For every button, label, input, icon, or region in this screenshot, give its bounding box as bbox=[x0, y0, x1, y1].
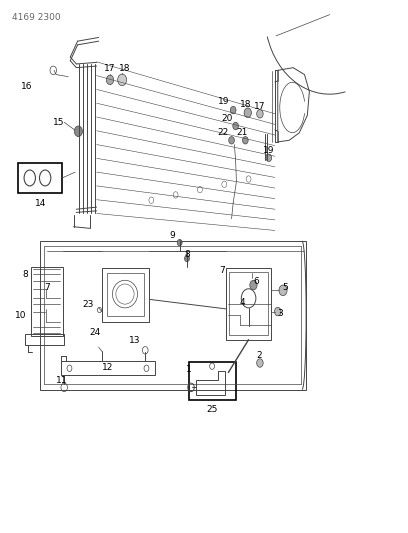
Bar bbox=[188, 362, 236, 400]
Text: 20: 20 bbox=[222, 114, 233, 123]
Text: 8: 8 bbox=[184, 251, 190, 260]
Circle shape bbox=[275, 308, 281, 316]
Text: 2: 2 bbox=[256, 351, 262, 360]
Circle shape bbox=[250, 280, 257, 290]
Text: 6: 6 bbox=[253, 277, 259, 286]
Bar bbox=[18, 163, 62, 193]
Circle shape bbox=[106, 75, 114, 85]
Circle shape bbox=[118, 74, 126, 86]
Circle shape bbox=[184, 255, 189, 262]
Text: 7: 7 bbox=[220, 266, 225, 275]
Circle shape bbox=[242, 136, 248, 144]
Circle shape bbox=[257, 110, 263, 118]
Circle shape bbox=[229, 136, 234, 144]
Text: 5: 5 bbox=[282, 283, 288, 292]
Text: 3: 3 bbox=[277, 309, 283, 318]
Circle shape bbox=[177, 239, 182, 246]
Text: 24: 24 bbox=[90, 328, 101, 337]
Text: 23: 23 bbox=[83, 300, 94, 309]
Text: 11: 11 bbox=[56, 376, 68, 385]
Text: 16: 16 bbox=[21, 82, 32, 91]
Text: 18: 18 bbox=[119, 64, 131, 73]
Text: 1: 1 bbox=[186, 366, 191, 374]
Text: 13: 13 bbox=[129, 336, 141, 345]
Circle shape bbox=[74, 126, 82, 136]
Text: 4169 2300: 4169 2300 bbox=[11, 13, 60, 22]
Text: 17: 17 bbox=[254, 102, 266, 111]
Text: 12: 12 bbox=[102, 363, 113, 372]
Text: 14: 14 bbox=[35, 199, 46, 208]
Text: 9: 9 bbox=[169, 231, 175, 240]
Circle shape bbox=[233, 122, 238, 130]
Text: 19: 19 bbox=[263, 147, 275, 156]
Text: 18: 18 bbox=[239, 100, 251, 109]
Text: 25: 25 bbox=[207, 406, 218, 415]
Text: 22: 22 bbox=[218, 128, 229, 138]
Text: 17: 17 bbox=[104, 64, 116, 73]
Circle shape bbox=[257, 359, 263, 367]
Text: 7: 7 bbox=[44, 283, 50, 292]
Text: 19: 19 bbox=[218, 96, 229, 106]
Circle shape bbox=[279, 285, 287, 296]
Text: 10: 10 bbox=[15, 311, 27, 320]
Circle shape bbox=[244, 108, 251, 117]
Circle shape bbox=[231, 107, 236, 114]
Text: 8: 8 bbox=[22, 270, 28, 279]
Circle shape bbox=[266, 154, 272, 161]
Text: 4: 4 bbox=[239, 298, 245, 307]
Text: 15: 15 bbox=[53, 118, 65, 127]
Text: 21: 21 bbox=[237, 128, 248, 138]
